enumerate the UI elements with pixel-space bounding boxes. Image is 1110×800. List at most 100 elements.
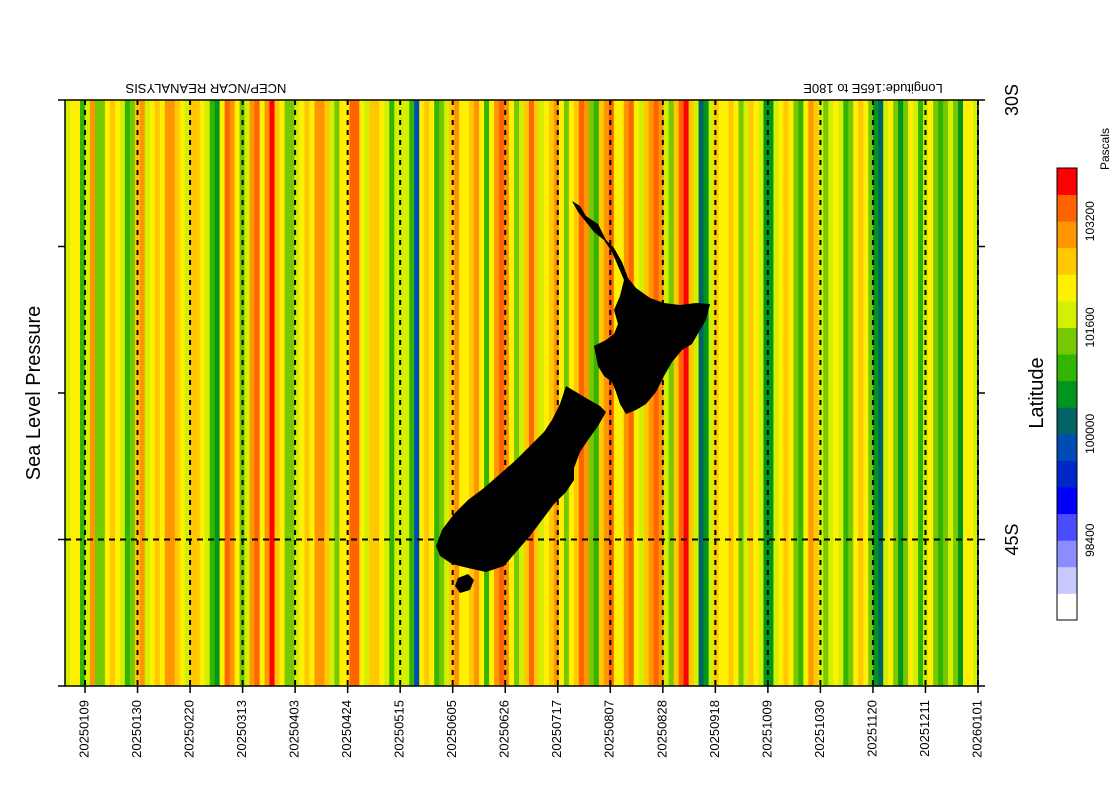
heatmap-column xyxy=(254,100,261,686)
heatmap-column xyxy=(873,100,879,686)
axis-ticks xyxy=(58,99,985,693)
heatmap-column xyxy=(399,100,405,686)
heatmap-column xyxy=(179,100,186,686)
colorbar-swatch xyxy=(1057,460,1077,488)
heatmap-column xyxy=(69,100,76,686)
x-tick-label: 20251030 xyxy=(812,700,827,758)
heatmap-column xyxy=(504,100,510,686)
colorbar-swatch xyxy=(1057,513,1077,541)
colorbar-swatch xyxy=(1057,327,1077,355)
heatmap-column xyxy=(823,100,829,686)
heatmap-column xyxy=(174,100,181,686)
heatmap-column xyxy=(249,100,256,686)
heatmap-column xyxy=(808,100,814,686)
north-island-shape xyxy=(572,201,710,414)
heatmap-column xyxy=(429,100,435,686)
heatmap-column xyxy=(608,100,615,686)
heatmap-column xyxy=(833,100,839,686)
heatmap-column xyxy=(339,100,345,686)
heatmap-column xyxy=(284,100,291,686)
heatmap-column xyxy=(459,100,465,686)
heatmap-column xyxy=(414,100,420,686)
heatmap-column xyxy=(748,100,755,686)
heatmap-column xyxy=(294,100,301,686)
heatmap-column xyxy=(349,100,355,686)
heatmap-column xyxy=(908,100,914,686)
heatmap-column xyxy=(259,100,266,686)
heatmap-column xyxy=(913,100,919,686)
heatmap-column xyxy=(968,100,974,686)
heatmap-column xyxy=(958,100,964,686)
heatmap-column xyxy=(99,100,106,686)
heatmap-column xyxy=(379,100,385,686)
heatmap-column xyxy=(164,100,171,686)
heatmap-column xyxy=(708,100,715,686)
colorbar-frame xyxy=(1056,167,1078,621)
heatmap-column xyxy=(803,100,809,686)
heatmap-column xyxy=(219,100,226,686)
heatmap-column xyxy=(918,100,924,686)
heatmap-column xyxy=(329,100,336,686)
heatmap-column xyxy=(169,100,176,686)
x-tick-label: 20250717 xyxy=(549,700,564,758)
heatmap-column xyxy=(139,100,146,686)
heatmap-column xyxy=(84,100,91,686)
heatmap-column xyxy=(464,100,470,686)
heatmap-column xyxy=(698,100,705,686)
colorbar-swatch xyxy=(1057,380,1077,408)
heatmap-column xyxy=(374,100,380,686)
heatmap-column xyxy=(234,100,241,686)
colorbar-tick-label: 101600 xyxy=(1083,307,1097,347)
heatmap-column xyxy=(548,100,555,686)
heatmap-column xyxy=(434,100,440,686)
chart-title: Sea Level Pressure xyxy=(23,306,45,481)
heatmap-column xyxy=(144,100,151,686)
heatmap-column xyxy=(494,100,500,686)
heatmap-column xyxy=(668,100,675,686)
heatmap-column xyxy=(963,100,969,686)
colorbar-swatch xyxy=(1057,168,1077,195)
heatmap-column xyxy=(773,100,780,686)
colorbar-swatch xyxy=(1057,433,1077,461)
heatmap-column xyxy=(209,100,216,686)
heatmap-column xyxy=(663,100,670,686)
heatmap-column xyxy=(653,100,660,686)
heatmap-column xyxy=(683,100,690,686)
heatmap-column xyxy=(469,100,475,686)
heatmap-column xyxy=(79,100,86,686)
heatmap-column xyxy=(424,100,430,686)
x-tick-label: 20251009 xyxy=(759,700,774,758)
colorbar-swatch xyxy=(1057,300,1077,328)
x-tick-label: 20250424 xyxy=(339,700,354,758)
heatmap-column xyxy=(189,100,196,686)
heatmap-column xyxy=(244,100,251,686)
heatmap-column xyxy=(319,100,326,686)
colorbar-swatch xyxy=(1057,487,1077,515)
heatmap-column xyxy=(878,100,884,686)
x-tick-label: 20250130 xyxy=(129,700,144,758)
heatmap-column xyxy=(933,100,939,686)
x-tick-label: 20250918 xyxy=(707,700,722,758)
heatmap-column xyxy=(838,100,844,686)
colorbar-swatch xyxy=(1057,540,1077,568)
heatmap-column xyxy=(558,100,565,686)
heatmap-column xyxy=(454,100,460,686)
heatmap-column xyxy=(314,100,321,686)
x-tick-label: 20250403 xyxy=(287,700,302,758)
heatmap-column xyxy=(588,100,595,686)
heatmap-column xyxy=(848,100,854,686)
heatmap-column xyxy=(523,100,530,686)
heatmap-column xyxy=(678,100,685,686)
heatmap-column xyxy=(279,100,286,686)
heatmap-column xyxy=(444,100,450,686)
x-tick-label: 20250626 xyxy=(497,700,512,758)
heatmap-column xyxy=(154,100,161,686)
heatmap-column xyxy=(718,100,725,686)
heatmap-column xyxy=(593,100,600,686)
heatmap-column xyxy=(124,100,131,686)
heatmap-column xyxy=(269,100,276,686)
heatmap-column xyxy=(953,100,959,686)
heatmap-column xyxy=(419,100,425,686)
heatmap-column xyxy=(673,100,680,686)
